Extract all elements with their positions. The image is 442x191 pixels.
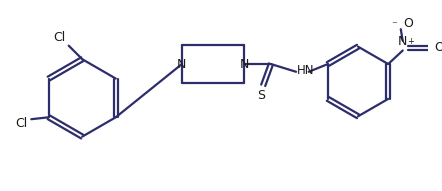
Text: ⁻: ⁻ [391,20,397,30]
Text: Cl: Cl [15,117,28,129]
Text: Cl: Cl [53,32,65,45]
Text: S: S [257,88,265,101]
Text: N: N [398,35,408,48]
Text: O: O [434,41,442,54]
Text: HN: HN [297,64,315,77]
Text: N: N [176,57,186,70]
Text: +: + [408,37,415,46]
Text: N: N [240,57,249,70]
Text: O: O [404,17,414,30]
